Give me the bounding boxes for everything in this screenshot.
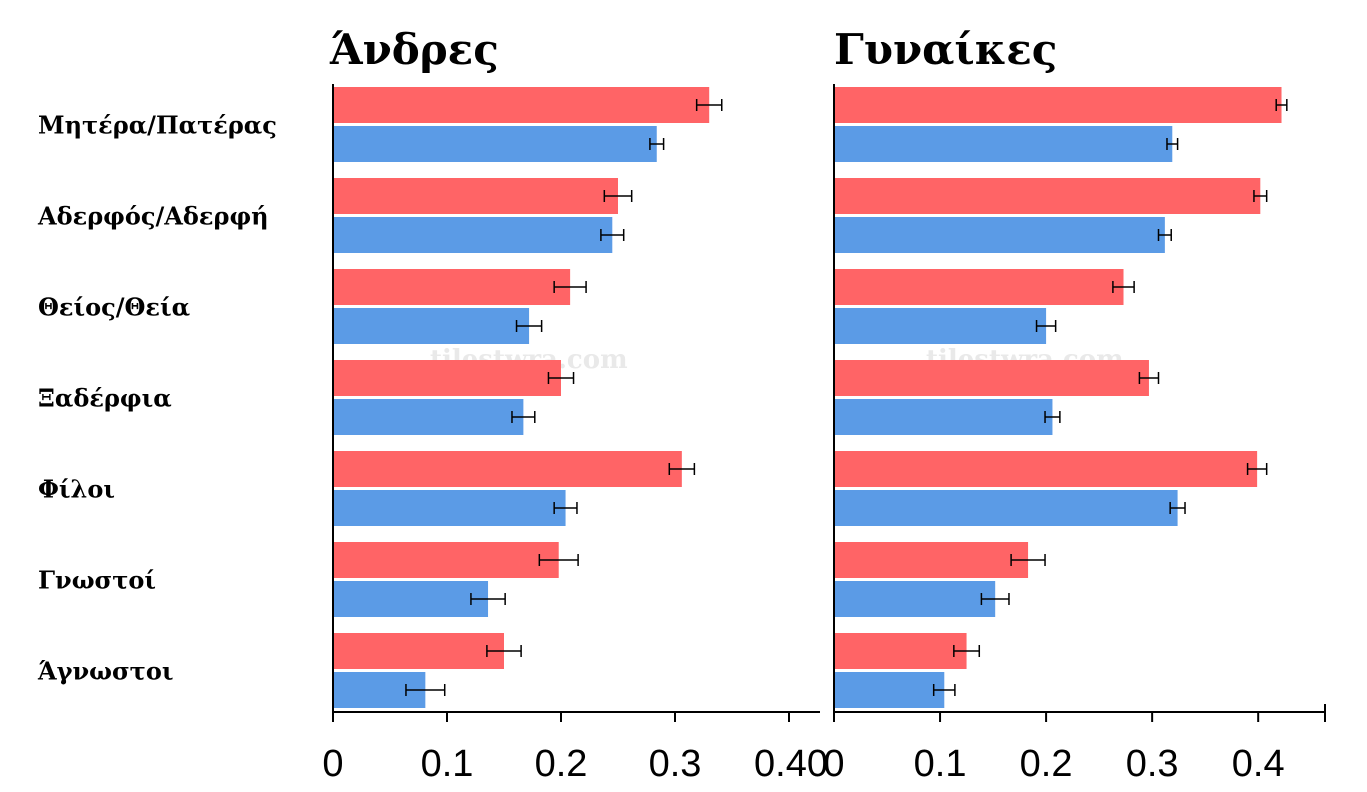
x-tick-label: 0 bbox=[823, 743, 844, 785]
bar bbox=[333, 542, 559, 578]
bar bbox=[834, 308, 1047, 344]
category-label: Φίλοι bbox=[38, 475, 115, 504]
bar bbox=[333, 451, 682, 487]
bar bbox=[333, 126, 657, 162]
panel-title: Άνδρες bbox=[329, 25, 499, 74]
bar bbox=[333, 360, 561, 396]
bar bbox=[333, 217, 613, 253]
bar bbox=[333, 581, 489, 617]
x-tick-label: 0.2 bbox=[1020, 743, 1073, 785]
bar bbox=[834, 581, 996, 617]
category-label: Γνωστοί bbox=[38, 566, 156, 595]
category-label: Θείος/Θεία bbox=[38, 293, 190, 322]
x-tick-label: 0.4 bbox=[1232, 743, 1285, 785]
bar bbox=[333, 87, 710, 123]
bar bbox=[333, 178, 618, 214]
category-label: Μητέρα/Πατέρας bbox=[38, 111, 277, 140]
bar bbox=[834, 126, 1173, 162]
bar bbox=[834, 542, 1029, 578]
bar bbox=[834, 269, 1124, 305]
x-tick-label: 0.3 bbox=[1126, 743, 1179, 785]
bar bbox=[834, 672, 945, 708]
bar bbox=[333, 490, 566, 526]
bar bbox=[834, 87, 1282, 123]
x-tick-label: 0.2 bbox=[535, 743, 588, 785]
category-label: Ξαδέρφια bbox=[38, 384, 172, 413]
category-label: Αδερφός/Αδερφή bbox=[37, 202, 269, 231]
bar bbox=[834, 490, 1178, 526]
bar bbox=[834, 178, 1261, 214]
category-label: Άγνωστοι bbox=[37, 657, 173, 686]
bar bbox=[333, 269, 571, 305]
x-tick-label: 0.40 bbox=[754, 743, 828, 785]
bar bbox=[834, 217, 1165, 253]
panel-title: Γυναίκες bbox=[834, 25, 1057, 74]
x-tick-label: 0.3 bbox=[649, 743, 702, 785]
x-tick-label: 0 bbox=[322, 743, 343, 785]
bar bbox=[834, 399, 1053, 435]
bar bbox=[834, 633, 967, 669]
bar bbox=[333, 399, 524, 435]
x-tick-label: 0.1 bbox=[914, 743, 967, 785]
bar bbox=[834, 360, 1149, 396]
bar bbox=[834, 451, 1258, 487]
bar bbox=[333, 633, 504, 669]
x-tick-label: 0.1 bbox=[421, 743, 474, 785]
bar bbox=[333, 308, 530, 344]
